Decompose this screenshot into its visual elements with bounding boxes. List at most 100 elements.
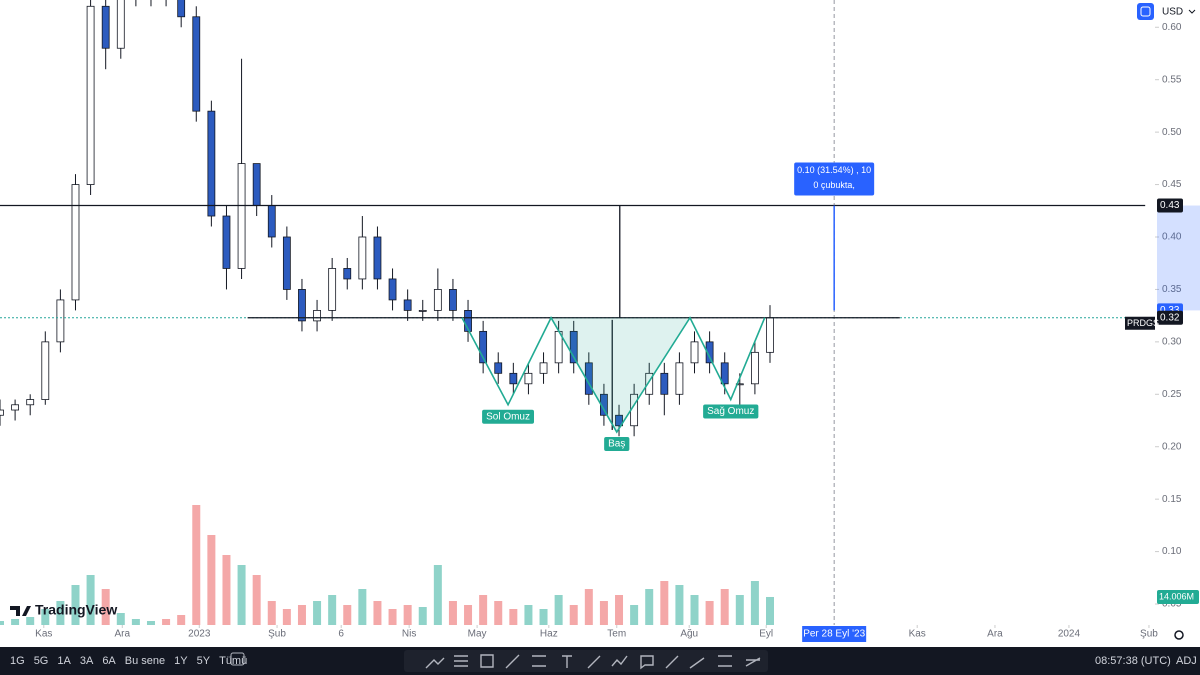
measure-text: 0 çubukta, (813, 180, 855, 190)
volume-bar (192, 505, 201, 625)
candle-body (237, 163, 246, 269)
range-button[interactable]: 1A (57, 655, 71, 667)
candle-body (675, 362, 684, 395)
volume-bar (464, 605, 473, 625)
range-button[interactable]: 5G (34, 655, 49, 667)
x-tick-label: Ağu (680, 629, 698, 640)
range-button[interactable]: 5Y (197, 655, 211, 667)
volume-bar (766, 596, 774, 625)
candle-body (252, 163, 261, 206)
volume-bar (358, 589, 367, 625)
measure-area (1157, 205, 1200, 311)
volume-bar (252, 575, 261, 625)
candle-body (449, 289, 457, 311)
y-tick-label: 0.25 (1162, 389, 1182, 400)
candle-body (41, 341, 50, 400)
candle-body (720, 362, 729, 385)
volume-bar (207, 535, 216, 625)
volume-bar (162, 619, 171, 625)
candle-body (282, 236, 291, 290)
crosshair-label-box (802, 626, 867, 642)
y-tick-label: 0.45 (1162, 179, 1182, 190)
range-button[interactable]: 1G (10, 655, 25, 667)
range-button[interactable]: 1Y (174, 655, 188, 667)
x-tick-label: Şub (268, 629, 286, 640)
volume-bar (373, 601, 382, 625)
candle-body (388, 278, 397, 301)
candle-body (358, 236, 367, 280)
volume-bar (539, 609, 548, 625)
pattern-fill (551, 317, 690, 433)
bottom-toolbar: 08:57:38 (UTC) ADJ 1G 5G 1A 3A 6A Bu sene 1Y 5Y… (0, 647, 1200, 675)
x-tick-label: Ara (115, 629, 131, 640)
volume-label-box (1157, 589, 1199, 604)
candle-body (313, 310, 321, 322)
price-label: 0.33 (1160, 305, 1180, 316)
candle-body (418, 310, 427, 312)
range-button[interactable]: 3A (80, 655, 94, 667)
candle-body (524, 372, 533, 385)
x-tick-label: Haz (540, 629, 558, 640)
y-tick-label: 0.20 (1162, 441, 1182, 452)
pattern-label: Sol Omuz (486, 411, 530, 422)
candle-body (373, 236, 382, 280)
candle-body (298, 289, 306, 322)
pattern-label: Sağ Omuz (707, 406, 754, 417)
adj[interactable]: ADJ (1176, 655, 1197, 667)
range-button[interactable]: Bu sene (125, 655, 165, 667)
candle-body (690, 341, 699, 364)
x-tick-label: Tem (607, 629, 626, 640)
measure-text: 0.10 (31.54%) , 10 (797, 165, 871, 175)
pattern-label-box (703, 404, 759, 419)
y-tick-label: 0.35 (1162, 284, 1182, 295)
candle-body (101, 5, 110, 49)
volume-bar (735, 595, 744, 625)
y-tick-label: 0.10 (1162, 546, 1182, 557)
price-label-box (1157, 198, 1183, 213)
candle-body (539, 362, 548, 374)
candle-body (207, 110, 216, 217)
pattern-line (461, 316, 766, 434)
x-tick-label: 6 (338, 629, 344, 640)
scale-icon[interactable] (1137, 3, 1154, 20)
volume-bar (297, 605, 306, 625)
range-button[interactable]: 6A (102, 655, 116, 667)
range-button[interactable]: Tümü (219, 655, 247, 667)
x-tick-label: Eyl (759, 629, 773, 640)
x-tick-label: May (468, 629, 487, 640)
candle-body (11, 404, 19, 411)
volume-bar (86, 575, 95, 625)
scale-icon-inner (1140, 6, 1151, 17)
candle-body (660, 372, 669, 395)
settings-icon[interactable] (1174, 630, 1184, 640)
volume-bar (146, 621, 155, 625)
tool-icons[interactable] (425, 654, 761, 670)
volume-bar (116, 613, 125, 625)
x-tick-label: Nis (402, 629, 416, 640)
volume-bar (660, 581, 669, 625)
y-tick-label: 0.30 (1162, 337, 1182, 348)
volume-bar (479, 595, 488, 625)
volume-bar (0, 621, 4, 625)
currency-caret (1188, 9, 1196, 14)
candle-body (0, 409, 4, 416)
date-range-icon[interactable] (230, 652, 245, 666)
volume-bar (433, 565, 442, 625)
currency[interactable]: USD (1162, 7, 1183, 18)
crosshair-label: Per 28 Eyl '23 (803, 629, 865, 640)
volume-bar (101, 589, 110, 625)
volume-bar (41, 609, 50, 625)
volume-bar (328, 595, 337, 625)
price-label: 0.32 (1160, 312, 1180, 323)
volume-bar (615, 595, 624, 625)
candle-body (343, 268, 352, 280)
pattern-label-box (604, 437, 630, 452)
pattern-label-box (482, 409, 535, 424)
candle-body (645, 372, 654, 395)
symbol-tag: PRDGS (1127, 318, 1159, 328)
volume-bar (569, 605, 578, 625)
volume-bar (448, 601, 457, 625)
candle-body (509, 372, 518, 385)
volume-bar (690, 595, 699, 625)
